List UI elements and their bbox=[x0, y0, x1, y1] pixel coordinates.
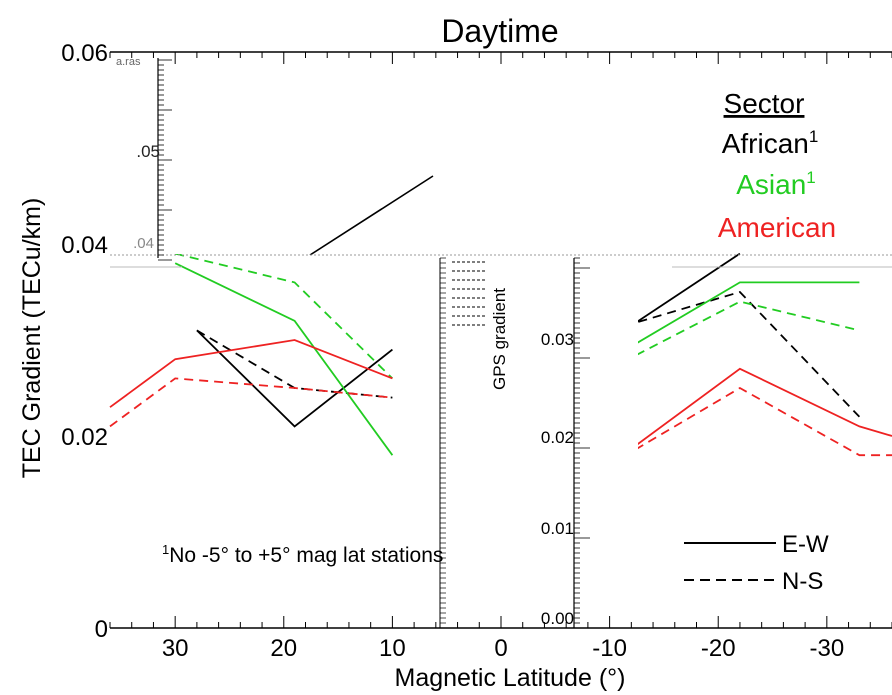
overlay-tick-0: 0.00 bbox=[541, 609, 574, 628]
footnote: 1No -5° to +5° mag lat stations bbox=[162, 542, 443, 567]
overlay-tick-3: 0.03 bbox=[541, 330, 574, 349]
x-axis-label: Magnetic Latitude (°) bbox=[395, 664, 626, 692]
x-tick-label: 10 bbox=[379, 635, 406, 662]
legend-asian: Asian1 bbox=[736, 168, 816, 200]
overlay-tick-1: 0.01 bbox=[541, 519, 574, 538]
sector-legend-title: Sector bbox=[724, 88, 805, 119]
y-tick-label: 0.02 bbox=[61, 424, 108, 451]
overlay-mask-2 bbox=[560, 258, 638, 630]
direction-legend: E-W N-S bbox=[684, 531, 829, 595]
series-4-segment-0 bbox=[109, 339, 393, 408]
overlay-mask-3 bbox=[100, 237, 158, 263]
series-1-segment-1 bbox=[609, 290, 861, 418]
overlay-artifacts bbox=[100, 58, 892, 630]
overlay-mask-1 bbox=[454, 258, 520, 630]
series-0-segment-0 bbox=[196, 329, 393, 428]
series-3-segment-0 bbox=[174, 252, 394, 380]
x-tick-label: -20 bbox=[701, 635, 736, 662]
sector-legend: Sector African1 Asian1 American bbox=[718, 88, 836, 243]
tick-labels: 30 20 10 0 -10 -20 -30 0 0.02 0.04 0.06 bbox=[61, 40, 844, 662]
axis-layer bbox=[109, 51, 892, 629]
overlay-panel: GPS gradient 0.00 0.01 0.02 0.03 .05 .04… bbox=[116, 56, 574, 628]
overlay-panel-label: GPS gradient bbox=[490, 288, 509, 390]
y-tick-label: 0.06 bbox=[61, 40, 108, 67]
inset-tick-05: .05 bbox=[136, 142, 160, 161]
y-tick-label: 0.04 bbox=[61, 232, 108, 259]
series-2-segment-0 bbox=[174, 262, 394, 456]
inset-tick-04: .04 bbox=[133, 235, 154, 252]
legend-american: American bbox=[718, 212, 836, 243]
legend-ew-label: E-W bbox=[782, 531, 829, 558]
series-3-segment-1 bbox=[609, 300, 860, 370]
series-4-segment-1 bbox=[609, 367, 892, 466]
x-tick-label: 20 bbox=[270, 635, 297, 662]
overlay-mask-0 bbox=[168, 58, 578, 254]
overlay-tick-2: 0.02 bbox=[541, 428, 574, 447]
x-tick-label: 30 bbox=[162, 635, 189, 662]
inset-corner-text: a.ras bbox=[116, 56, 141, 68]
x-tick-label: -10 bbox=[592, 635, 627, 662]
y-tick-label: 0 bbox=[95, 616, 108, 643]
series-5-segment-0 bbox=[109, 377, 393, 428]
series-5-segment-1 bbox=[609, 386, 892, 466]
series-2-segment-1 bbox=[609, 281, 860, 360]
x-tick-label: -30 bbox=[809, 635, 844, 662]
series-layer bbox=[109, 252, 892, 466]
legend-african: African1 bbox=[722, 127, 819, 159]
inset-line bbox=[309, 175, 434, 256]
legend-ns-label: N-S bbox=[782, 568, 823, 595]
y-axis-label: TEC Gradient (TECu/km) bbox=[18, 198, 46, 479]
chart-title: Daytime bbox=[441, 13, 558, 49]
x-tick-label: 0 bbox=[494, 635, 507, 662]
